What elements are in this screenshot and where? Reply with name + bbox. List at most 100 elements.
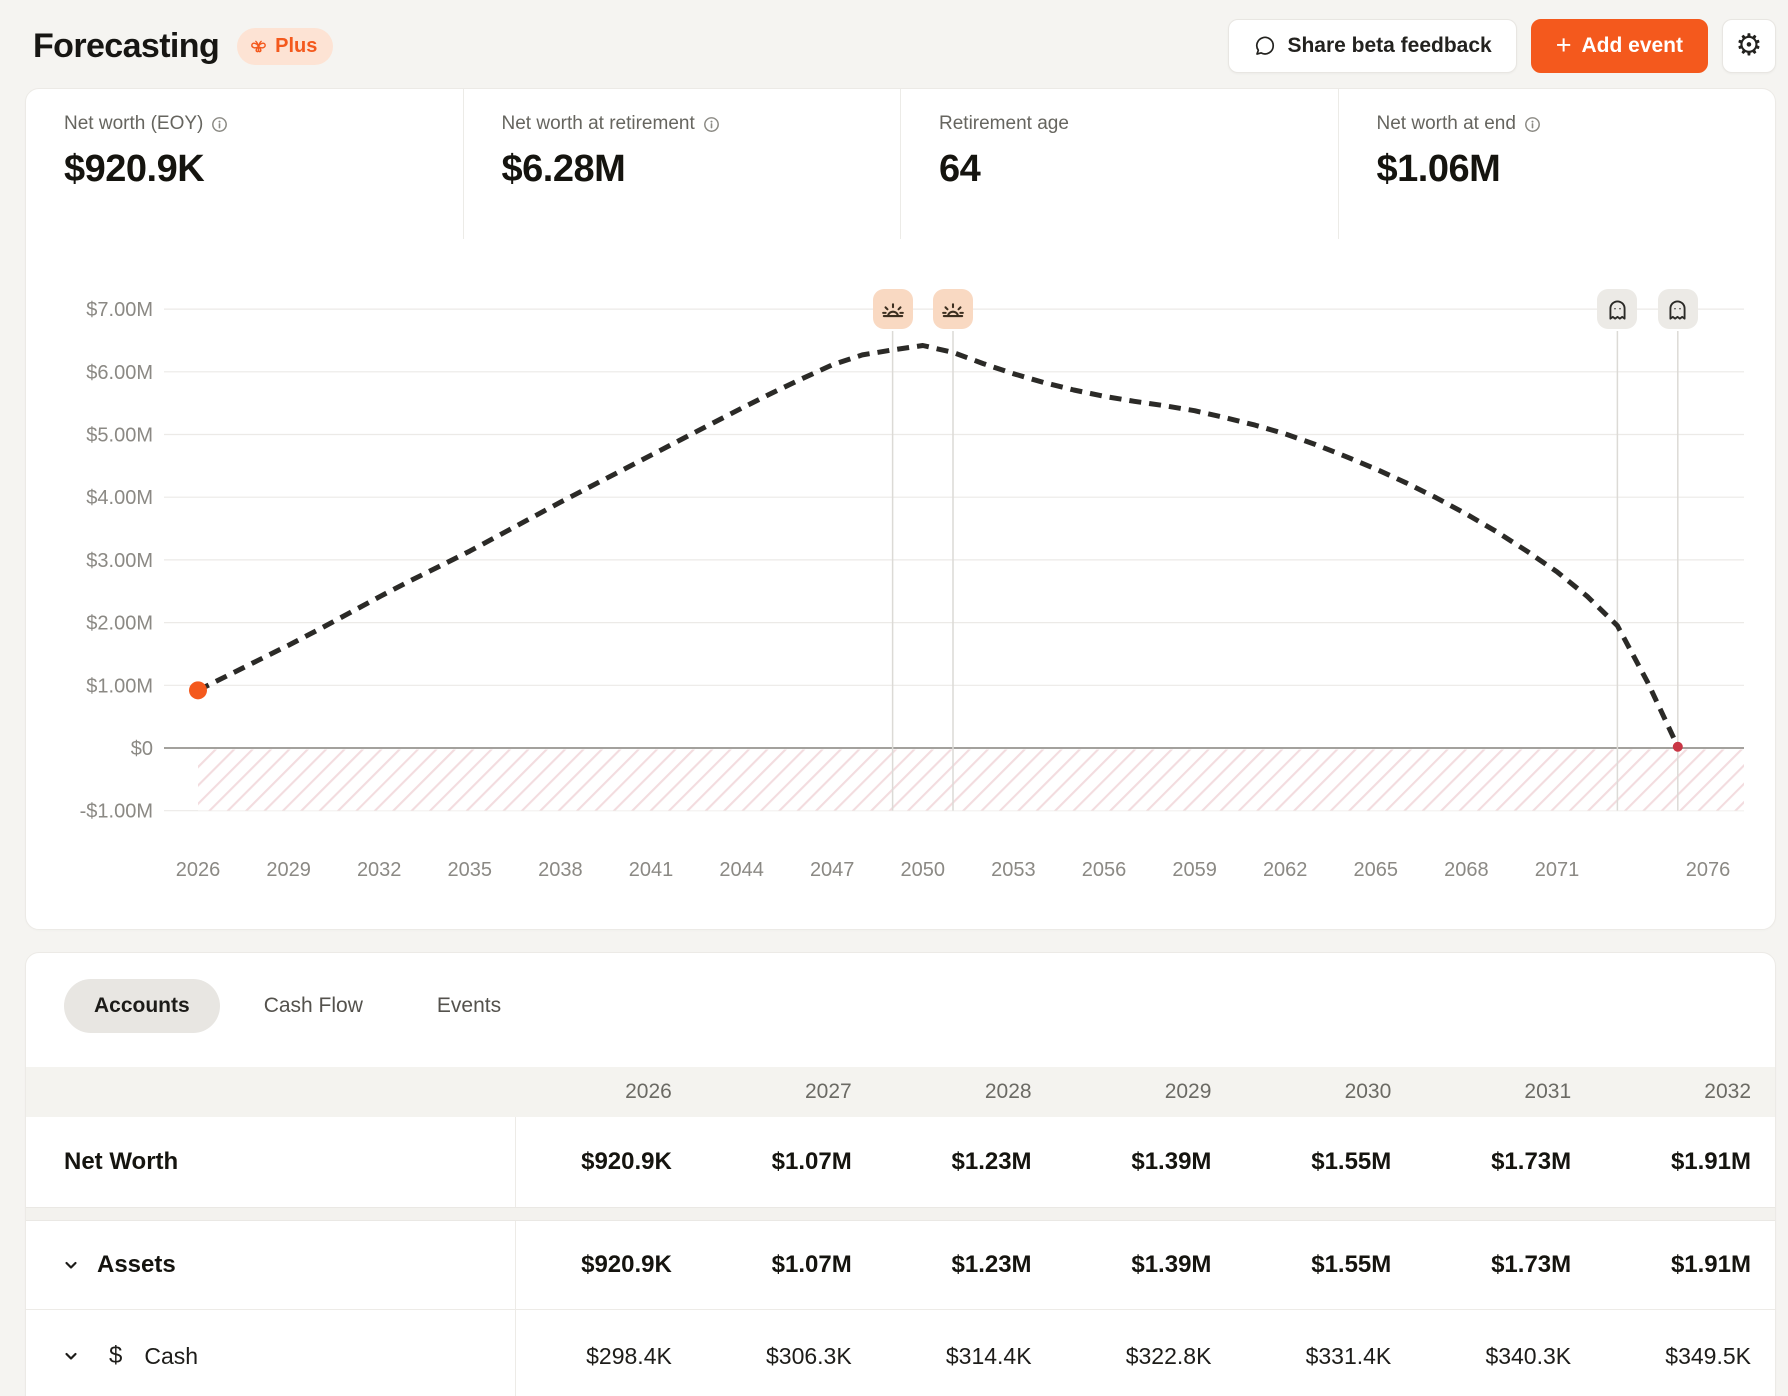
depletion-dot: [1672, 741, 1683, 752]
value-cell: $349.5K: [1665, 1342, 1751, 1369]
x-axis-label: 2050: [901, 859, 946, 881]
info-icon[interactable]: [703, 116, 720, 133]
settings-button[interactable]: ⚙: [1722, 19, 1776, 73]
details-card: Accounts Cash Flow Events 2026 2027 2028 20…: [25, 952, 1776, 1396]
value-cell: $1.91M: [1670, 1251, 1751, 1278]
plus-icon: +: [1555, 29, 1572, 60]
forecast-line: [196, 343, 1681, 748]
negative-net-worth-region: [198, 749, 1744, 811]
plan-badge: Plus: [237, 27, 334, 65]
sunrise-icon: [942, 303, 964, 318]
x-axis-label: 2041: [629, 859, 674, 881]
add-event-label: Add event: [1581, 34, 1683, 57]
y-axis-label: $0: [131, 738, 153, 760]
add-event-button[interactable]: + Add event: [1530, 19, 1708, 73]
x-axis-label: 2053: [991, 859, 1036, 881]
value-cell: $1.07M: [771, 1251, 852, 1278]
row-label: Net Worth: [64, 1148, 179, 1175]
value-cell: $331.4K: [1305, 1342, 1392, 1369]
butterfly-icon: [249, 37, 268, 56]
value-cell: $1.39M: [1131, 1251, 1212, 1278]
y-axis-label: $7.00M: [86, 299, 153, 321]
sunrise-icon: [881, 303, 904, 318]
stat-net-worth-end: Net worth at end $1.06M: [1337, 89, 1776, 239]
tab-accounts[interactable]: Accounts: [64, 979, 220, 1033]
x-axis-label: 2047: [810, 859, 855, 881]
x-axis-label: 2076: [1686, 859, 1731, 881]
dollar-icon: $: [109, 1342, 123, 1369]
value-cell: $1.91M: [1670, 1148, 1751, 1175]
stat-value: $920.9K: [64, 148, 205, 190]
stat-net-worth-retirement: Net worth at retirement $6.28M: [462, 89, 901, 239]
speech-bubble-icon: [1253, 34, 1277, 58]
y-axis-label: $4.00M: [86, 487, 153, 509]
table-row-assets[interactable]: Assets $920.9K $1.07M $1.23M $1.39M $1.55M $1…: [26, 1221, 1775, 1310]
x-axis-label: 2065: [1354, 859, 1399, 881]
share-feedback-button[interactable]: Share beta feedback: [1228, 19, 1517, 73]
value-cell: $322.8K: [1125, 1342, 1212, 1369]
year-column-header: 2026: [625, 1080, 672, 1103]
year-column-header: 2029: [1164, 1080, 1212, 1103]
event-badge-ghost[interactable]: [1597, 289, 1638, 329]
chevron-down-icon[interactable]: [61, 1255, 81, 1275]
y-axis-label: -$1.00M: [80, 801, 153, 823]
ghost-icon: [1609, 300, 1626, 320]
page-header: Forecasting Plus Share beta feedback + A…: [0, 0, 1788, 88]
tab-cash-flow[interactable]: Cash Flow: [263, 994, 363, 1017]
y-axis-label: $6.00M: [86, 362, 153, 384]
value-cell: $314.4K: [945, 1342, 1032, 1369]
year-column-header: 2028: [984, 1080, 1032, 1103]
x-axis-label: 2038: [538, 859, 583, 881]
year-column-header: 2031: [1524, 1080, 1572, 1103]
year-header-spacer: [26, 1067, 516, 1117]
year-column-header: 2032: [1704, 1080, 1751, 1103]
net-worth-forecast-chart[interactable]: $7.00M $6.00M $5.00M $4.00M $3.00M $2.00M $1.0…: [26, 239, 1775, 929]
value-cell: $1.39M: [1131, 1148, 1212, 1175]
value-cell: $920.9K: [581, 1251, 672, 1278]
value-cell: $1.07M: [771, 1148, 852, 1175]
page-title: Forecasting: [33, 26, 220, 65]
y-axis-label: $1.00M: [86, 675, 153, 697]
y-axis-label: $3.00M: [86, 550, 153, 572]
row-label: Assets: [97, 1251, 176, 1278]
x-axis-label: 2059: [1172, 859, 1217, 881]
chevron-down-icon[interactable]: [61, 1346, 81, 1366]
info-icon[interactable]: [1524, 116, 1541, 133]
year-column-header: 2030: [1344, 1080, 1392, 1103]
event-badge-sunrise[interactable]: [933, 289, 973, 329]
info-icon[interactable]: [211, 116, 228, 133]
value-cell: $920.9K: [581, 1148, 672, 1175]
table-row-cash[interactable]: $ Cash $298.4K $306.3K $314.4K $322.8K $331.…: [26, 1310, 1775, 1396]
value-cell: $298.4K: [586, 1342, 672, 1369]
value-cell: $1.55M: [1311, 1148, 1392, 1175]
stats-row: Net worth (EOY) $920.9K Net worth at ret…: [26, 89, 1775, 239]
year-column-header: 2027: [804, 1080, 852, 1103]
details-tabs: Accounts Cash Flow Events: [26, 953, 1775, 1033]
value-cell: $306.3K: [766, 1342, 852, 1369]
x-axis-label: 2026: [176, 859, 221, 881]
y-axis-label: $5.00M: [86, 425, 153, 447]
event-badge-sunrise[interactable]: [872, 289, 913, 329]
y-axis-label: $2.00M: [86, 613, 153, 635]
value-cell: $340.3K: [1485, 1342, 1572, 1369]
value-cell: $1.55M: [1311, 1251, 1392, 1278]
share-feedback-label: Share beta feedback: [1287, 34, 1492, 57]
x-axis-label: 2071: [1535, 859, 1580, 881]
value-cell: $1.73M: [1491, 1148, 1572, 1175]
stat-value: $6.28M: [501, 148, 626, 190]
gear-icon: ⚙: [1735, 29, 1763, 62]
value-cell: $1.73M: [1491, 1251, 1572, 1278]
value-cell: $1.23M: [951, 1148, 1032, 1175]
tab-events[interactable]: Events: [436, 994, 502, 1017]
stat-retirement-age: Retirement age 64: [900, 89, 1338, 239]
event-badge-ghost[interactable]: [1657, 289, 1698, 329]
table-row-net-worth: Net Worth $920.9K $1.07M $1.23M $1.39M $1.55…: [26, 1117, 1775, 1207]
plan-badge-label: Plus: [275, 34, 318, 57]
stat-label: Net worth at retirement: [501, 113, 695, 134]
forecast-card: Net worth (EOY) $920.9K Net worth at ret…: [25, 88, 1776, 930]
x-axis-label: 2032: [357, 859, 402, 881]
stat-label: Net worth (EOY): [64, 113, 204, 134]
x-axis-label: 2029: [266, 859, 311, 881]
chart-canvas: $7.00M $6.00M $5.00M $4.00M $3.00M $2.00M $1.0…: [80, 299, 1744, 881]
value-cell: $1.23M: [951, 1251, 1032, 1278]
